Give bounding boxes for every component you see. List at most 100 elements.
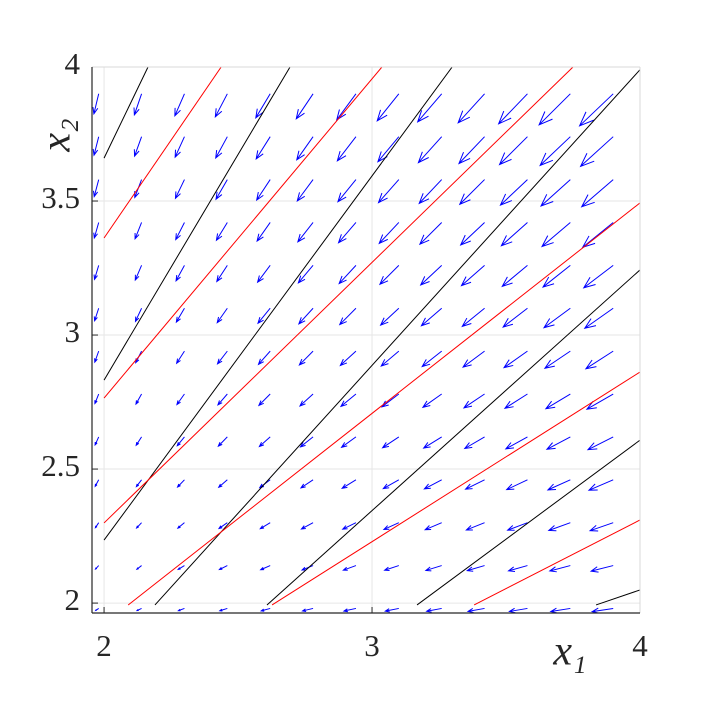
quiver-arrow <box>174 136 185 159</box>
quiver-arrow <box>175 350 185 365</box>
quiver-arrow <box>92 93 100 116</box>
quiver-arrow <box>218 565 228 571</box>
curve <box>154 69 640 606</box>
quiver-arrow <box>297 222 314 243</box>
quiver-arrow <box>257 393 271 407</box>
quiver-arrow <box>215 222 228 242</box>
quiver-arrow <box>418 179 443 205</box>
quiver-arrow <box>298 393 314 407</box>
quiver-arrow <box>338 265 357 285</box>
quiver-arrow <box>582 264 614 289</box>
quiver-arrow <box>93 222 100 240</box>
quiver-arrow <box>135 393 143 406</box>
quiver-arrow <box>540 179 571 207</box>
quiver-arrow <box>586 436 614 451</box>
quiver-arrow <box>382 522 400 531</box>
curve <box>473 519 640 606</box>
quiver-arrow <box>94 608 99 612</box>
quiver-arrow <box>458 179 485 206</box>
quiver-arrow <box>546 479 571 491</box>
quiver-arrow <box>255 179 271 202</box>
quiver-arrow <box>497 93 528 125</box>
quiver-arrow <box>259 607 271 612</box>
quiver-arrow <box>589 565 614 573</box>
quiver-arrow <box>295 93 314 120</box>
quiver-arrow <box>217 479 228 489</box>
quiver-arrow <box>587 479 614 491</box>
y-axis-label: x₂ <box>34 118 80 152</box>
quiver-arrow <box>417 136 443 164</box>
quiver-arrow <box>585 393 614 410</box>
quiver-arrow <box>94 436 100 447</box>
quiver-arrow <box>377 179 400 204</box>
quiver-arrow <box>94 522 100 529</box>
quiver-arrow <box>93 265 100 281</box>
quiver-arrow <box>94 565 100 571</box>
quiver-arrow <box>93 308 100 323</box>
quiver-arrow <box>134 265 143 282</box>
curve <box>266 269 640 606</box>
quiver-arrow <box>579 136 614 168</box>
quiver-arrow <box>299 479 314 489</box>
quiver-arrow <box>217 522 228 530</box>
quiver-arrow <box>424 565 442 572</box>
quiver-arrow <box>297 307 314 325</box>
quiver-arrow <box>255 136 271 161</box>
quiver-arrow <box>255 93 271 119</box>
quiver-arrow <box>460 264 485 287</box>
quiver-arrow <box>299 436 314 448</box>
quiver-arrow <box>548 565 571 573</box>
quiver-arrow <box>133 93 143 117</box>
quiver-arrow <box>339 350 357 367</box>
quiver-arrow <box>381 436 400 449</box>
quiver-arrow <box>383 565 399 572</box>
quiver-arrow <box>300 522 314 530</box>
quiver-arrow <box>578 93 614 127</box>
quiver-arrow <box>216 350 228 365</box>
quiver-arrow <box>175 265 185 282</box>
quiver-arrow <box>419 264 443 286</box>
quiver-arrow <box>174 93 185 118</box>
quiver-arrow <box>135 522 142 529</box>
quiver-arrow <box>500 222 528 247</box>
quiver-arrow <box>176 522 185 530</box>
quiver-arrow <box>133 136 143 158</box>
quiver-arrow <box>342 565 357 571</box>
quiver-arrow <box>335 93 357 121</box>
quiver-arrow <box>505 479 528 491</box>
quiver-arrow <box>296 179 314 202</box>
quiver-arrow <box>216 307 228 324</box>
quiver-arrow <box>177 565 185 571</box>
quiver-arrow <box>295 136 314 161</box>
quiver-arrow <box>541 222 571 248</box>
quiver-arrow <box>501 264 528 288</box>
quiver-arrow <box>341 479 357 489</box>
quiver-arrow <box>466 607 485 613</box>
quiver-arrow <box>418 222 443 246</box>
quiver-arrow <box>376 93 400 122</box>
quiver-arrow <box>339 393 357 408</box>
quiver-arrow <box>176 436 185 447</box>
quiver-arrow <box>301 607 314 612</box>
x-axis-label: x₁ <box>552 629 586 675</box>
quiver-arrow <box>380 393 400 408</box>
quiver-arrow <box>135 565 142 571</box>
quiver-arrow <box>461 307 485 328</box>
quiver-arrow <box>580 179 614 208</box>
curve <box>103 67 574 524</box>
quiver-arrow <box>256 265 271 284</box>
quiver-arrow <box>459 222 485 246</box>
quiver-arrow <box>539 136 571 167</box>
quiver-arrow <box>135 436 142 447</box>
quiver-arrow <box>382 479 400 490</box>
quiver-arrow <box>499 179 528 207</box>
quiver-arrow <box>545 436 571 450</box>
quiver-arrow <box>336 136 357 162</box>
curve <box>103 67 453 541</box>
quiver-arrow <box>259 565 271 571</box>
quiver-arrow <box>215 136 228 160</box>
y-tick-label: 2.5 <box>41 448 80 483</box>
quiver-arrow <box>462 393 485 409</box>
quiver-arrow <box>463 436 485 450</box>
